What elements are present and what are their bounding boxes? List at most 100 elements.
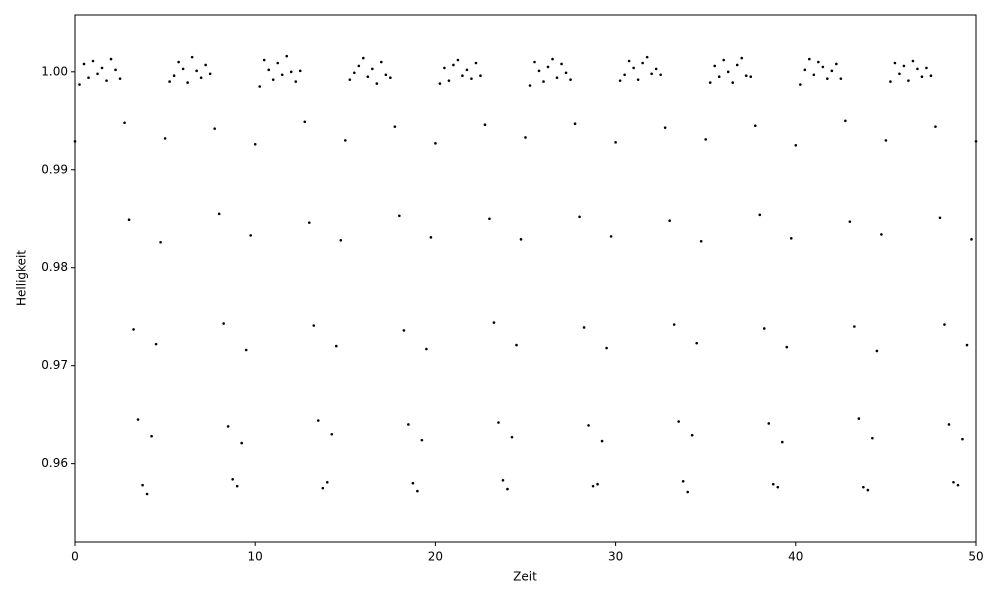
data-point — [677, 420, 680, 423]
y-axis-label: Helligkeit — [15, 250, 29, 306]
data-point — [533, 60, 536, 64]
data-point — [519, 238, 523, 241]
data-point — [267, 68, 271, 72]
data-point — [641, 61, 644, 65]
data-point — [425, 347, 428, 351]
data-point — [294, 80, 298, 83]
data-point — [839, 77, 843, 80]
data-point — [735, 63, 739, 67]
data-point — [578, 215, 581, 219]
data-point — [244, 348, 248, 352]
data-point — [407, 423, 410, 426]
data-point — [600, 439, 604, 443]
data-point — [744, 74, 748, 78]
data-point — [240, 441, 243, 445]
data-point — [650, 72, 653, 76]
data-point — [362, 56, 365, 60]
data-point — [771, 482, 775, 486]
data-point — [154, 342, 158, 346]
data-point — [866, 488, 870, 492]
data-point — [844, 119, 847, 123]
data-point — [312, 324, 316, 327]
data-point — [726, 70, 730, 74]
data-point — [371, 67, 374, 71]
data-point — [195, 69, 198, 73]
x-tick-label: 50 — [968, 550, 983, 564]
data-point — [893, 61, 897, 65]
data-point — [91, 59, 95, 63]
data-point — [132, 328, 135, 331]
data-point — [970, 238, 973, 241]
data-point — [479, 74, 482, 78]
data-point — [105, 79, 108, 82]
data-point — [159, 240, 162, 244]
data-point — [366, 75, 370, 79]
data-point — [785, 345, 789, 349]
data-point — [96, 72, 99, 76]
data-point — [199, 76, 203, 79]
data-point — [749, 75, 753, 79]
data-point — [717, 75, 721, 79]
data-point — [82, 62, 86, 66]
data-point — [452, 63, 455, 67]
data-point — [780, 440, 784, 444]
data-point — [871, 436, 874, 440]
data-point — [537, 69, 541, 73]
data-point — [276, 61, 280, 65]
data-point — [911, 59, 915, 63]
data-point — [141, 483, 144, 487]
data-point — [402, 329, 406, 332]
data-point — [330, 432, 334, 436]
data-point — [222, 322, 225, 325]
data-point — [217, 212, 221, 216]
data-point — [596, 482, 599, 486]
data-point — [776, 485, 780, 489]
data-point — [303, 120, 307, 124]
data-point — [938, 216, 942, 220]
data-point — [632, 66, 635, 70]
data-point — [127, 218, 131, 222]
data-point — [753, 124, 757, 127]
data-point — [699, 239, 703, 243]
data-point — [947, 423, 951, 426]
data-point — [483, 123, 487, 127]
data-point — [591, 484, 595, 488]
data-point — [808, 57, 811, 61]
data-point — [862, 485, 865, 489]
data-point — [686, 490, 689, 494]
data-point — [907, 79, 910, 82]
data-point — [681, 479, 685, 483]
data-point — [916, 67, 919, 71]
x-axis-label: Zeit — [513, 570, 537, 584]
data-point — [582, 326, 586, 329]
data-point — [506, 487, 509, 491]
data-point — [389, 76, 392, 79]
data-point — [618, 79, 622, 82]
data-point — [87, 76, 90, 79]
x-tick-label: 30 — [608, 550, 623, 564]
data-point — [168, 80, 171, 83]
data-point — [880, 233, 883, 236]
data-point — [573, 122, 577, 126]
data-point — [465, 68, 469, 72]
data-point — [925, 66, 928, 70]
data-point — [902, 64, 906, 68]
data-point — [564, 71, 568, 75]
data-point — [393, 125, 397, 128]
data-point — [929, 74, 933, 78]
data-point — [172, 74, 176, 78]
data-point — [708, 81, 712, 84]
data-point — [325, 480, 329, 484]
data-point — [497, 421, 500, 424]
data-point — [213, 127, 216, 130]
data-point — [73, 140, 77, 143]
data-point — [181, 67, 185, 71]
data-point — [339, 238, 343, 242]
data-point — [546, 65, 550, 69]
data-point — [817, 60, 820, 64]
data-point — [231, 478, 234, 481]
x-tick-label: 10 — [248, 550, 263, 564]
data-point — [208, 72, 212, 76]
data-point — [109, 57, 113, 61]
